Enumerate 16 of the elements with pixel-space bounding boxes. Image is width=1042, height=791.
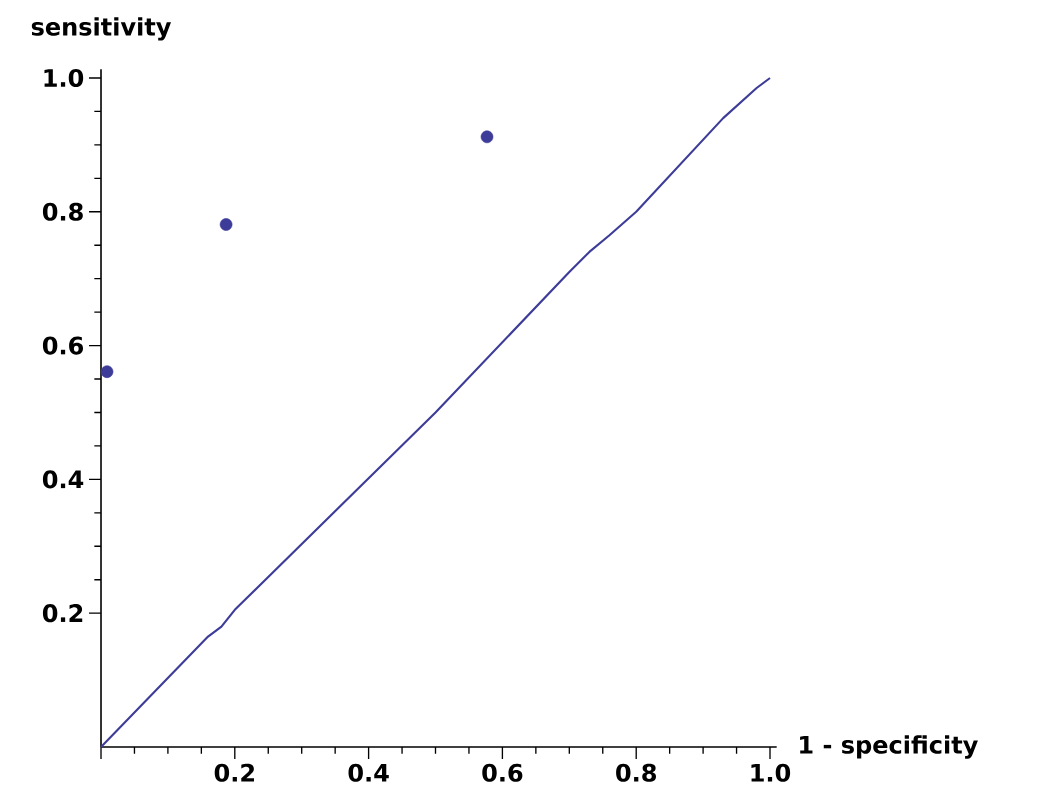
y-tick-label: 0.4 (42, 470, 84, 489)
x-tick-label: 0.2 (214, 763, 254, 782)
x-axis-title: 1 - specificity (800, 735, 978, 759)
x-tick-label: 0.6 (482, 763, 523, 782)
x-tick-label: 0.4 (348, 763, 389, 782)
y-tick-label: 1.0 (44, 68, 84, 88)
point (480, 130, 494, 144)
x-tick-label: 0.8 (616, 763, 656, 782)
y-tick-label: 0.2 (42, 604, 83, 623)
y-axis-title: sensitivity (31, 17, 172, 41)
point (219, 218, 233, 231)
y-tick-label: 0.8 (42, 202, 83, 221)
line-series (99, 76, 772, 749)
x-tick-label: 1.0 (751, 763, 791, 782)
point (100, 365, 114, 378)
y-tick-label: 0.6 (42, 336, 84, 355)
